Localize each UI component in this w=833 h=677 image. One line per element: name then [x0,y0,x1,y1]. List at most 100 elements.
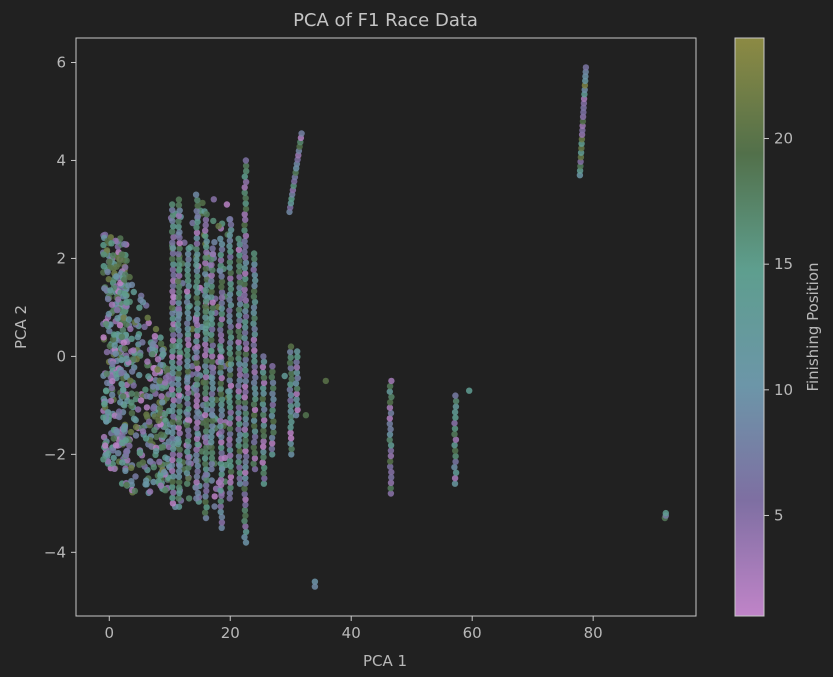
scatter-point [134,317,141,324]
scatter-point [293,390,300,398]
scatter-point [259,369,267,376]
scatter-point [260,390,267,397]
scatter-point [107,397,115,405]
scatter-point [113,370,120,378]
scatter-point [582,77,589,85]
scatter-point [242,356,249,363]
scatter-point [175,419,183,426]
scatter-point [169,478,176,485]
scatter-point [176,354,183,361]
scatter-point [175,201,183,209]
scatter-point [242,275,249,282]
scatter-point [175,261,183,268]
scatter-point [184,395,191,402]
scatter-point [218,294,226,301]
scatter-point [203,249,210,256]
scatter-point [194,430,201,437]
scatter-point [193,424,200,432]
scatter-point [236,290,243,297]
scatter-point [169,483,176,491]
scatter-point [226,489,234,497]
scatter-point [111,465,118,472]
scatter-point [103,348,111,356]
scatter-point [184,266,191,274]
scatter-point [175,218,182,225]
scatter-point [227,409,234,416]
scatter-point [130,415,138,422]
scatter-point [288,370,295,377]
scatter-point [452,447,459,454]
scatter-point [185,282,192,290]
scatter-point [208,460,215,467]
scatter-point [176,343,183,350]
scatter-point [208,336,215,344]
scatter-point [126,442,133,449]
scatter-point [113,263,120,270]
scatter-point [176,408,183,415]
scatter-point [287,348,294,356]
scatter-point [242,501,249,509]
scatter-point [288,445,295,453]
scatter-point [202,390,209,397]
scatter-point [176,272,183,279]
scatter-point [287,424,294,431]
scatter-point [193,386,200,394]
scatter-point [169,494,176,502]
scatter-point [252,277,259,284]
scatter-point [169,391,176,398]
scatter-point [176,256,183,263]
scatter-point [236,420,243,428]
scatter-point [226,259,234,266]
scatter-point [577,163,584,170]
scatter-point [209,401,216,408]
scatter-point [235,415,242,422]
scatter-point [226,242,233,250]
scatter-point [226,398,233,405]
scatter-point [143,392,150,400]
scatter-point [287,435,295,442]
scatter-point [451,475,459,482]
scatter-point [120,308,128,315]
scatter-point [169,418,176,425]
scatter-point [235,344,243,351]
scatter-point [387,485,394,492]
scatter-point [387,426,394,433]
scatter-point [242,469,249,476]
scatter-point [235,268,243,275]
scatter-point [194,272,201,280]
scatter-point [236,371,244,379]
scatter-point [241,238,248,245]
scatter-point [235,404,243,411]
colorbar-tick-label: 15 [774,255,793,273]
scatter-point [260,438,267,445]
scatter-point [259,395,266,402]
scatter-point [202,303,209,310]
scatter-point [118,369,125,377]
scatter-point [227,253,234,260]
scatter-point [100,334,107,341]
scatter-point [169,304,176,311]
scatter-point [112,442,120,449]
scatter-point [156,458,163,465]
scatter-point [193,413,200,421]
scatter-point [144,314,151,321]
y-tick-label: −2 [44,445,66,463]
scatter-point [183,298,191,306]
scatter-point [386,415,393,422]
scatter-point [157,340,165,347]
scatter-point [242,340,250,347]
scatter-point [251,325,258,333]
scatter-point [175,375,182,383]
scatter-point [162,417,169,425]
scatter-point [114,315,121,322]
scatter-point [226,296,233,303]
scatter-point [139,339,146,346]
scatter-point [218,337,225,344]
scatter-point [184,363,191,370]
scatter-point [170,445,177,453]
scatter-point [209,374,216,381]
scatter-point [251,261,258,268]
scatter-point [202,411,209,419]
scatter-point [241,490,248,498]
scatter-point [451,419,458,427]
